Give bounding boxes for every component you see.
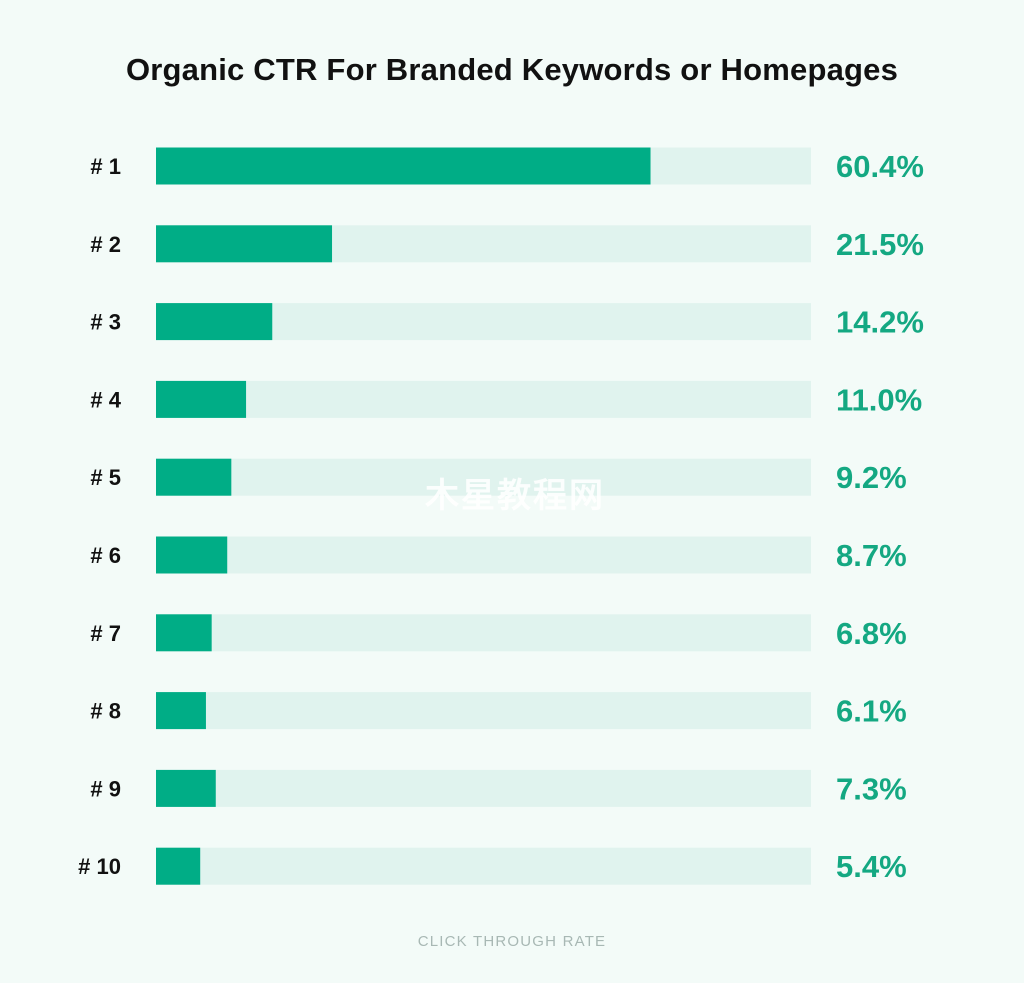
bar-7 <box>156 614 212 652</box>
category-label-7: # 7 <box>90 621 121 646</box>
bar-track-5 <box>156 458 811 496</box>
value-label-6: 8.7% <box>836 538 907 573</box>
bar-4 <box>156 380 247 418</box>
bar-track-7 <box>156 614 811 652</box>
value-label-2: 21.5% <box>836 227 924 262</box>
value-label-1: 60.4% <box>836 149 924 184</box>
category-label-4: # 4 <box>90 387 121 412</box>
bar-2 <box>156 225 333 263</box>
value-label-5: 9.2% <box>836 460 907 495</box>
value-label-3: 14.2% <box>836 305 924 340</box>
category-label-2: # 2 <box>90 232 121 257</box>
bar-track-10 <box>156 847 811 885</box>
category-label-9: # 9 <box>90 776 121 801</box>
category-label-10: # 10 <box>78 854 121 879</box>
category-label-5: # 5 <box>90 465 121 490</box>
bar-9 <box>156 769 216 807</box>
bar-8 <box>156 692 206 730</box>
category-label-8: # 8 <box>90 699 121 724</box>
bar-1 <box>156 147 651 185</box>
bar-3 <box>156 303 273 341</box>
bar-6 <box>156 536 228 574</box>
bar-track-8 <box>156 692 811 730</box>
bar-track-9 <box>156 769 811 807</box>
bar-10 <box>156 847 201 885</box>
category-label-1: # 1 <box>90 154 121 179</box>
value-label-8: 6.1% <box>836 694 907 729</box>
x-axis-label: CLICK THROUGH RATE <box>417 933 607 950</box>
value-label-7: 6.8% <box>836 616 907 651</box>
category-label-3: # 3 <box>90 310 121 335</box>
chart-title: Organic CTR For Branded Keywords or Home… <box>125 52 899 87</box>
category-label-6: # 6 <box>90 543 121 568</box>
value-label-9: 7.3% <box>836 771 907 806</box>
bar-track-4 <box>156 380 811 418</box>
value-label-4: 11.0% <box>836 382 922 417</box>
value-label-10: 5.4% <box>836 849 907 884</box>
bar-5 <box>156 458 232 496</box>
bar-track-6 <box>156 536 811 574</box>
